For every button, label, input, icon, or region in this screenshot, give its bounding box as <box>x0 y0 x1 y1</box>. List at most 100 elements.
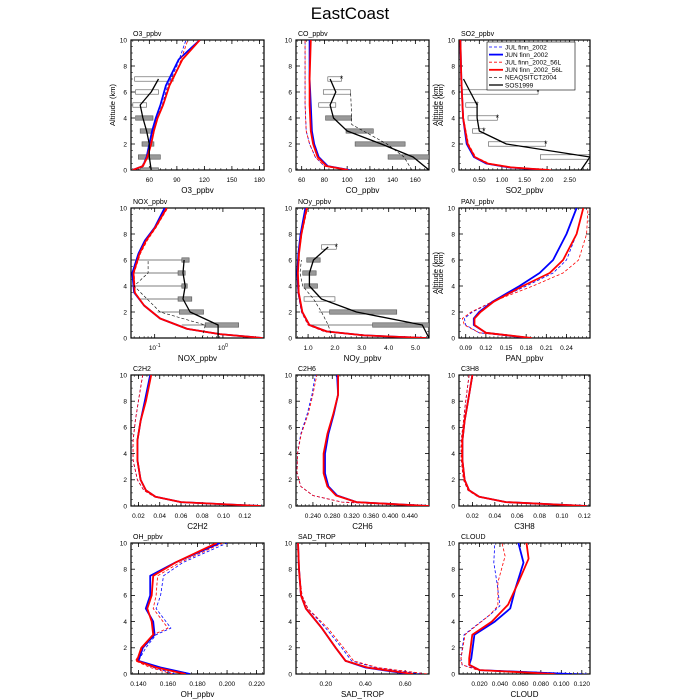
series-line-jun-finn-2002 <box>468 543 570 674</box>
x-tick-label: 150 <box>226 177 237 184</box>
y-tick-label: 6 <box>288 593 292 600</box>
obs-bar <box>177 270 186 276</box>
y-tick-label: 8 <box>451 567 455 574</box>
x-tick-label: 0.060 <box>512 681 529 688</box>
x-tick-label: 1.00 <box>496 177 509 184</box>
y-tick-label: 10 <box>448 372 456 379</box>
y-tick-label: 4 <box>288 283 292 290</box>
series-line-jul-finn-2002-56l <box>297 208 424 338</box>
x-tick-label: 0.20 <box>319 681 332 688</box>
y-tick-label: 0 <box>451 503 455 510</box>
y-tick-label: 10 <box>448 37 456 44</box>
y-tick-label: 10 <box>120 205 128 212</box>
y-tick-label: 10 <box>120 372 128 379</box>
series-line-jun-finn-2002 <box>137 543 221 674</box>
x-tick-label: 10-1 <box>149 343 161 352</box>
y-tick-label: 6 <box>451 257 455 264</box>
y-tick-label: 2 <box>123 645 127 652</box>
x-axis-label: CO_ppbv <box>346 186 380 195</box>
series-line-jun-finn-2002 <box>461 375 587 506</box>
x-axis-label: C3H8 <box>514 522 535 531</box>
x-axis-label: PAN_ppbv <box>506 354 544 363</box>
y-axis-label: Altitude (km) <box>108 83 117 126</box>
x-tick-label: 0.18 <box>520 345 533 352</box>
y-tick-label: 8 <box>123 231 127 238</box>
x-tick-label: 0.12 <box>480 345 493 352</box>
y-tick-label: 0 <box>288 335 292 342</box>
y-tick-label: 2 <box>123 309 127 316</box>
x-tick-label: 0.02 <box>466 513 479 520</box>
x-tick-label: 0.040 <box>492 681 509 688</box>
y-tick-label: 0 <box>451 335 455 342</box>
y-tick-label: 0 <box>123 167 127 174</box>
obs-bar <box>181 257 190 263</box>
y-tick-label: 0 <box>123 335 127 342</box>
x-tick-label: 0.60 <box>399 681 412 688</box>
y-tick-label: 0 <box>288 503 292 510</box>
y-tick-label: 4 <box>123 451 127 458</box>
series-line-jul-finn-2002 <box>297 543 422 674</box>
obs-bar <box>204 322 239 328</box>
series-line-jul-finn-2002-56l <box>296 375 425 506</box>
x-tick-label: 0.50 <box>473 177 486 184</box>
panel-noy-ppbv: NOy_ppbv 1.0 2.0 3.0 4.0 5.0 0 2 4 6 8 10 NOy_ppbv Al… <box>285 199 440 363</box>
series-line-jun-finn-2002 <box>296 208 427 338</box>
plot-area <box>460 543 587 674</box>
x-tick-label: 0.12 <box>578 513 591 520</box>
x-axis-label: CLOUD <box>510 690 538 699</box>
y-tick-label: 8 <box>288 63 292 70</box>
panel-title: PAN_ppbv <box>461 199 494 206</box>
legend-label: JUL finn_2002 <box>505 44 547 51</box>
series-line-jun-finn-2002-56l <box>132 40 201 170</box>
series-line-jun-finn-2002-56l <box>468 543 555 674</box>
y-tick-label: 0 <box>451 167 455 174</box>
series-line-jun-finn-2002 <box>324 375 429 506</box>
y-tick-label: 6 <box>123 257 127 264</box>
panel-cloud: CLOUD 0.020 0.040 0.060 0.080 0.100 0.120 0 2 4 6 8… <box>448 534 591 699</box>
legend-label: JUN finn_2002_56L <box>505 67 563 74</box>
panel-so2-ppbv: SO2_ppbv 0.50 1.00 1.50 2.00 2.50 0 2 4 6 8 10 SO2_p… <box>436 31 591 195</box>
x-tick-label: 180 <box>254 177 265 184</box>
obs-star-marker: * <box>544 139 548 149</box>
obs-bar <box>325 115 353 121</box>
series-line-jun-finn-2002-56l <box>473 208 585 338</box>
series-line-sos1999 <box>308 246 429 338</box>
x-axis-label: C2H2 <box>187 522 208 531</box>
x-tick-label: 0.04 <box>489 513 502 520</box>
panel-c3h8: C3H8 0.02 0.04 0.06 0.08 0.10 0.12 0 2 4 6 8 10 C3H8 <box>448 366 591 531</box>
series-line-jul-finn-2002-56l <box>132 375 261 506</box>
y-tick-label: 8 <box>123 399 127 406</box>
series-line-jul-finn-2002 <box>296 375 425 506</box>
y-tick-label: 10 <box>448 540 456 547</box>
y-tick-label: 2 <box>451 309 455 316</box>
y-tick-label: 4 <box>123 283 127 290</box>
obs-bar <box>321 244 337 250</box>
panel-title: OH_ppbv <box>133 534 163 541</box>
series-line-jun-finn-2002-56l <box>132 208 263 338</box>
series-line-jul-finn-2002-56l <box>460 375 587 506</box>
legend-label: JUN finn_2002 <box>505 52 548 59</box>
x-axis-label: O3_ppbv <box>181 186 213 195</box>
y-tick-label: 6 <box>288 89 292 96</box>
x-tick-exponent: 0 <box>225 343 228 349</box>
x-axis-label: SAD_TROP <box>341 690 384 699</box>
x-tick-label: 0.240 <box>305 513 322 520</box>
x-tick-label: 4.0 <box>384 345 393 352</box>
obs-star-marker: * <box>496 113 500 123</box>
y-tick-label: 2 <box>451 477 455 484</box>
plot-area <box>460 375 587 506</box>
series-line-jul-finn-2002 <box>460 375 587 506</box>
x-tick-label: 5.0 <box>411 345 420 352</box>
plot-frame <box>295 542 430 675</box>
legend-label: SOS1999 <box>505 82 534 89</box>
plot-area <box>132 375 261 506</box>
obs-bar <box>540 154 590 160</box>
y-tick-label: 10 <box>285 205 293 212</box>
x-tick-label: 0.08 <box>196 513 209 520</box>
obs-star-marker: * <box>335 242 339 252</box>
y-tick-label: 10 <box>285 372 293 379</box>
plot-area <box>461 208 589 338</box>
y-tick-label: 2 <box>288 645 292 652</box>
series-line-jun-finn-2002-56l <box>459 40 550 170</box>
